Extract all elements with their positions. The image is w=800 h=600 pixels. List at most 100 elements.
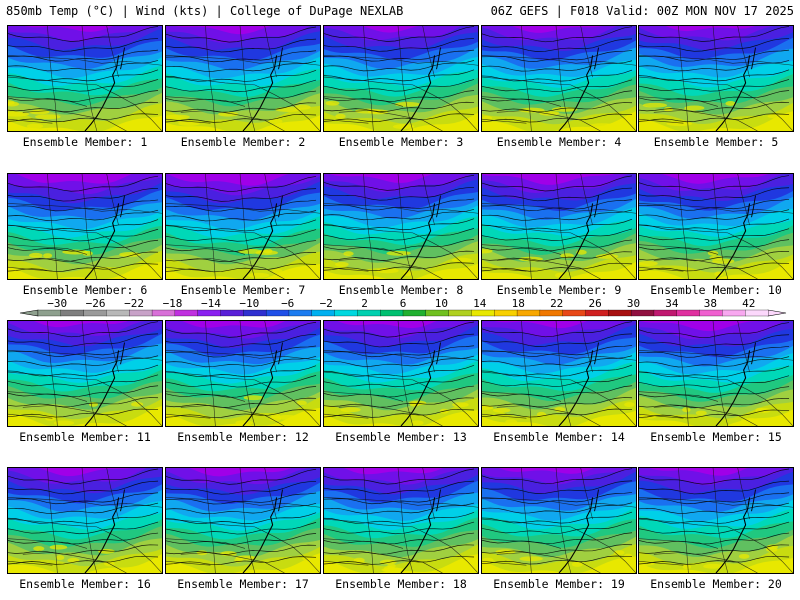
colorbar-swatch	[220, 309, 244, 317]
colorbar-swatch	[471, 309, 495, 317]
temperature-map	[166, 174, 320, 279]
colorbar-swatch	[288, 309, 313, 317]
colorbar-svg: −30 −26 −22 −18 −14 −10 −6 −2 2 6 10 14 18 22 26 30 34 38…	[19, 298, 787, 317]
ensemble-panel-17	[165, 467, 321, 574]
ensemble-member-label: Ensemble Member: 14	[493, 430, 625, 444]
temperature-map	[324, 321, 478, 426]
run-valid-time: 06Z GEFS | F018 Valid: 00Z MON NOV 17 20…	[490, 4, 794, 18]
colorbar-tick-label: 2	[361, 298, 368, 310]
ensemble-panel-3	[323, 25, 479, 132]
colorbar-tick-label: −30	[47, 298, 67, 310]
ensemble-member-label: Ensemble Member: 2	[180, 135, 306, 149]
temperature-map	[482, 321, 636, 426]
ensemble-member-label: Ensemble Member: 13	[335, 430, 467, 444]
colorbar-tick-label: 26	[588, 298, 601, 310]
ensemble-member-label: Ensemble Member: 5	[653, 135, 779, 149]
colorbar-swatch	[676, 309, 701, 317]
temperature-map	[639, 321, 793, 426]
ensemble-panel-2	[165, 25, 321, 132]
temperature-map	[482, 468, 636, 573]
ensemble-panel-9	[481, 173, 637, 280]
ensemble-panel-8	[323, 173, 479, 280]
colorbar-tick-label: 42	[742, 298, 755, 310]
ensemble-panel-12	[165, 320, 321, 427]
temperature-map	[8, 174, 162, 279]
temperature-map	[324, 26, 478, 131]
ensemble-panel-1	[7, 25, 163, 132]
colorbar-tick-label: −18	[163, 298, 183, 310]
temperature-map	[482, 26, 636, 131]
colorbar-swatch	[745, 309, 769, 317]
colorbar-swatch	[402, 309, 427, 317]
colorbar-tick-label: −22	[124, 298, 144, 310]
ensemble-panel-7	[165, 173, 321, 280]
colorbar-swatch	[357, 309, 381, 317]
temperature-map	[639, 26, 793, 131]
ensemble-member-label: Ensemble Member: 16	[19, 577, 151, 591]
colorbar-swatch	[380, 309, 404, 317]
ensemble-panel-10	[638, 173, 794, 280]
ensemble-panel-5	[638, 25, 794, 132]
colorbar-swatch	[265, 309, 290, 317]
ensemble-panel-19	[481, 467, 637, 574]
colorbar-swatch	[722, 309, 746, 317]
ensemble-member-label: Ensemble Member: 17	[177, 577, 309, 591]
colorbar-tick-label: 14	[473, 298, 487, 310]
ensemble-member-label: Ensemble Member: 6	[22, 283, 148, 297]
ensemble-member-label: Ensemble Member: 10	[650, 283, 782, 297]
ensemble-panel-13	[323, 320, 479, 427]
colorbar-tick-label: −10	[239, 298, 259, 310]
temperature-map	[8, 468, 162, 573]
colorbar-swatch	[539, 309, 564, 317]
colorbar-swatch	[334, 309, 358, 317]
ensemble-panel-11	[7, 320, 163, 427]
ensemble-member-label: Ensemble Member: 8	[338, 283, 464, 297]
temperature-map	[8, 321, 162, 426]
colorbar-tick-label: −2	[320, 298, 333, 310]
colorbar-swatch	[494, 309, 518, 317]
colorbar-tick-label: −14	[201, 298, 221, 310]
ensemble-member-label: Ensemble Member: 20	[650, 577, 782, 591]
colorbar-tick-label: 10	[435, 298, 448, 310]
ensemble-panel-14	[481, 320, 637, 427]
colorbar-swatch	[197, 309, 221, 317]
colorbar-swatch	[83, 309, 107, 317]
colorbar-swatch	[608, 309, 632, 317]
ensemble-panel-6	[7, 173, 163, 280]
ensemble-panel-16	[7, 467, 163, 574]
colorbar-tick-label: −6	[281, 298, 294, 310]
colorbar-swatch	[699, 309, 723, 317]
colorbar-swatch	[585, 309, 609, 317]
colorbar-swatch	[60, 309, 85, 317]
temperature-map	[8, 26, 162, 131]
ensemble-member-label: Ensemble Member: 11	[19, 430, 151, 444]
colorbar-swatch	[448, 309, 472, 317]
ensemble-member-label: Ensemble Member: 4	[496, 135, 622, 149]
colorbar-swatch	[174, 309, 199, 317]
ensemble-member-label: Ensemble Member: 1	[22, 135, 148, 149]
colorbar-swatch	[516, 309, 541, 317]
chart-title: 850mb Temp (°C) | Wind (kts) | College o…	[6, 4, 404, 18]
colorbar-swatch	[151, 309, 176, 317]
temperature-map	[166, 321, 320, 426]
colorbar-tick-label: 6	[400, 298, 407, 310]
ensemble-member-label: Ensemble Member: 9	[496, 283, 622, 297]
temperature-map	[166, 468, 320, 573]
ensemble-panel-18	[323, 467, 479, 574]
colorbar-swatch	[630, 309, 655, 317]
temperature-map	[166, 26, 320, 131]
temperature-map	[639, 468, 793, 573]
ensemble-member-label: Ensemble Member: 15	[650, 430, 782, 444]
ensemble-panel-4	[481, 25, 637, 132]
ensemble-panel-15	[638, 320, 794, 427]
colorbar-left-arrow	[19, 309, 39, 317]
colorbar-tick-label: 34	[665, 298, 679, 310]
colorbar-swatch	[653, 309, 678, 317]
colorbar-tick-label: 22	[550, 298, 563, 310]
colorbar-swatch	[311, 309, 336, 317]
temperature-colorbar: −30 −26 −22 −18 −14 −10 −6 −2 2 6 10 14 18 22 26 30 34 38…	[8, 298, 792, 320]
temperature-map	[324, 174, 478, 279]
colorbar-tick-label: −26	[86, 298, 106, 310]
colorbar-swatch	[425, 309, 450, 317]
ensemble-member-label: Ensemble Member: 18	[335, 577, 467, 591]
